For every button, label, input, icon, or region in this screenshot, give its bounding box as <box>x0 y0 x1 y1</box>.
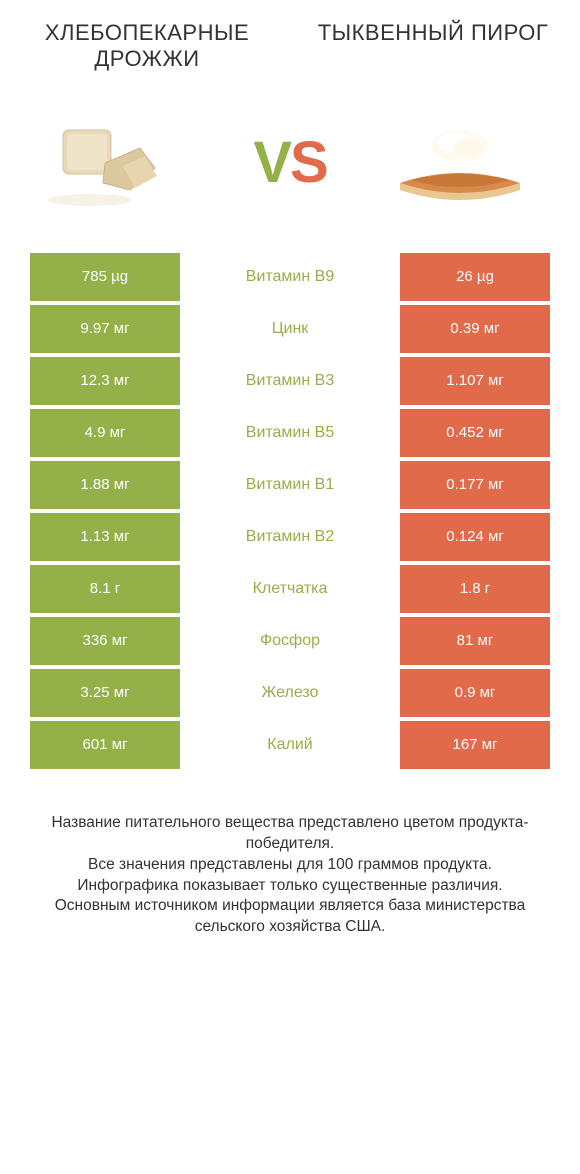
value-left: 4.9 мг <box>30 409 180 457</box>
vs-v: V <box>253 130 290 195</box>
table-row: 601 мгКалий167 мг <box>30 721 550 769</box>
table-row: 785 µgВитамин B926 µg <box>30 253 550 301</box>
value-left: 785 µg <box>30 253 180 301</box>
title-left: ХЛЕБОПЕКАРНЫЕ ДРОЖЖИ <box>30 20 264 73</box>
value-left: 1.88 мг <box>30 461 180 509</box>
nutrient-label: Калий <box>180 721 400 769</box>
value-right: 167 мг <box>400 721 550 769</box>
table-row: 336 мгФосфор81 мг <box>30 617 550 665</box>
nutrient-label: Витамин B2 <box>180 513 400 561</box>
pie-image <box>380 103 540 223</box>
value-left: 3.25 мг <box>30 669 180 717</box>
vs-label: VS <box>253 129 326 196</box>
nutrient-label: Цинк <box>180 305 400 353</box>
table-row: 1.88 мгВитамин B10.177 мг <box>30 461 550 509</box>
value-left: 1.13 мг <box>30 513 180 561</box>
value-left: 12.3 мг <box>30 357 180 405</box>
table-row: 4.9 мгВитамин B50.452 мг <box>30 409 550 457</box>
value-right: 0.9 мг <box>400 669 550 717</box>
vs-s: S <box>290 130 327 195</box>
value-right: 0.124 мг <box>400 513 550 561</box>
vs-section: VS <box>0 83 580 253</box>
nutrient-label: Клетчатка <box>180 565 400 613</box>
nutrient-label: Витамин B1 <box>180 461 400 509</box>
table-row: 3.25 мгЖелезо0.9 мг <box>30 669 550 717</box>
table-row: 8.1 гКлетчатка1.8 г <box>30 565 550 613</box>
nutrient-label: Железо <box>180 669 400 717</box>
value-left: 9.97 мг <box>30 305 180 353</box>
value-right: 0.39 мг <box>400 305 550 353</box>
header: ХЛЕБОПЕКАРНЫЕ ДРОЖЖИ ТЫКВЕННЫЙ ПИРОГ <box>0 0 580 83</box>
value-left: 336 мг <box>30 617 180 665</box>
value-left: 601 мг <box>30 721 180 769</box>
value-right: 81 мг <box>400 617 550 665</box>
table-row: 1.13 мгВитамин B20.124 мг <box>30 513 550 561</box>
value-right: 0.452 мг <box>400 409 550 457</box>
yeast-image <box>40 103 200 223</box>
nutrient-label: Фосфор <box>180 617 400 665</box>
value-right: 26 µg <box>400 253 550 301</box>
title-right: ТЫКВЕННЫЙ ПИРОГ <box>316 20 550 73</box>
value-right: 0.177 мг <box>400 461 550 509</box>
nutrient-label: Витамин B3 <box>180 357 400 405</box>
value-left: 8.1 г <box>30 565 180 613</box>
nutrient-label: Витамин B9 <box>180 253 400 301</box>
nutrient-label: Витамин B5 <box>180 409 400 457</box>
value-right: 1.8 г <box>400 565 550 613</box>
comparison-table: 785 µgВитамин B926 µg9.97 мгЦинк0.39 мг1… <box>0 253 580 769</box>
value-right: 1.107 мг <box>400 357 550 405</box>
footer-text: Название питательного вещества представл… <box>0 773 580 969</box>
table-row: 9.97 мгЦинк0.39 мг <box>30 305 550 353</box>
table-row: 12.3 мгВитамин B31.107 мг <box>30 357 550 405</box>
